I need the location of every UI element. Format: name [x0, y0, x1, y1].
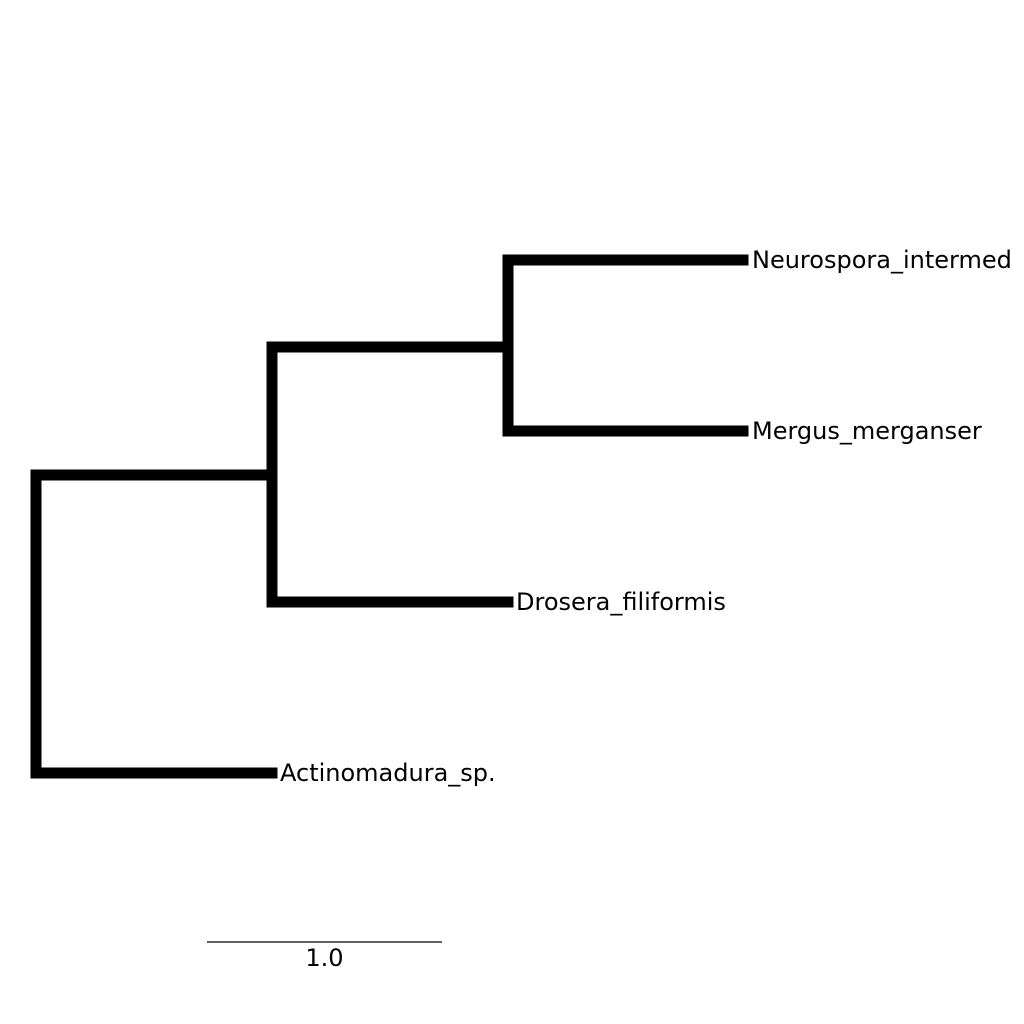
- taxon-label-drosera: Drosera_filiformis: [516, 588, 726, 616]
- scale-bar-label: 1.0: [305, 944, 343, 972]
- taxon-label-neurospora: Neurospora_intermed: [752, 246, 1012, 274]
- taxon-label-actinomadura: Actinomadura_sp.: [280, 759, 496, 787]
- taxon-label-mergus: Mergus_merganser: [752, 417, 982, 445]
